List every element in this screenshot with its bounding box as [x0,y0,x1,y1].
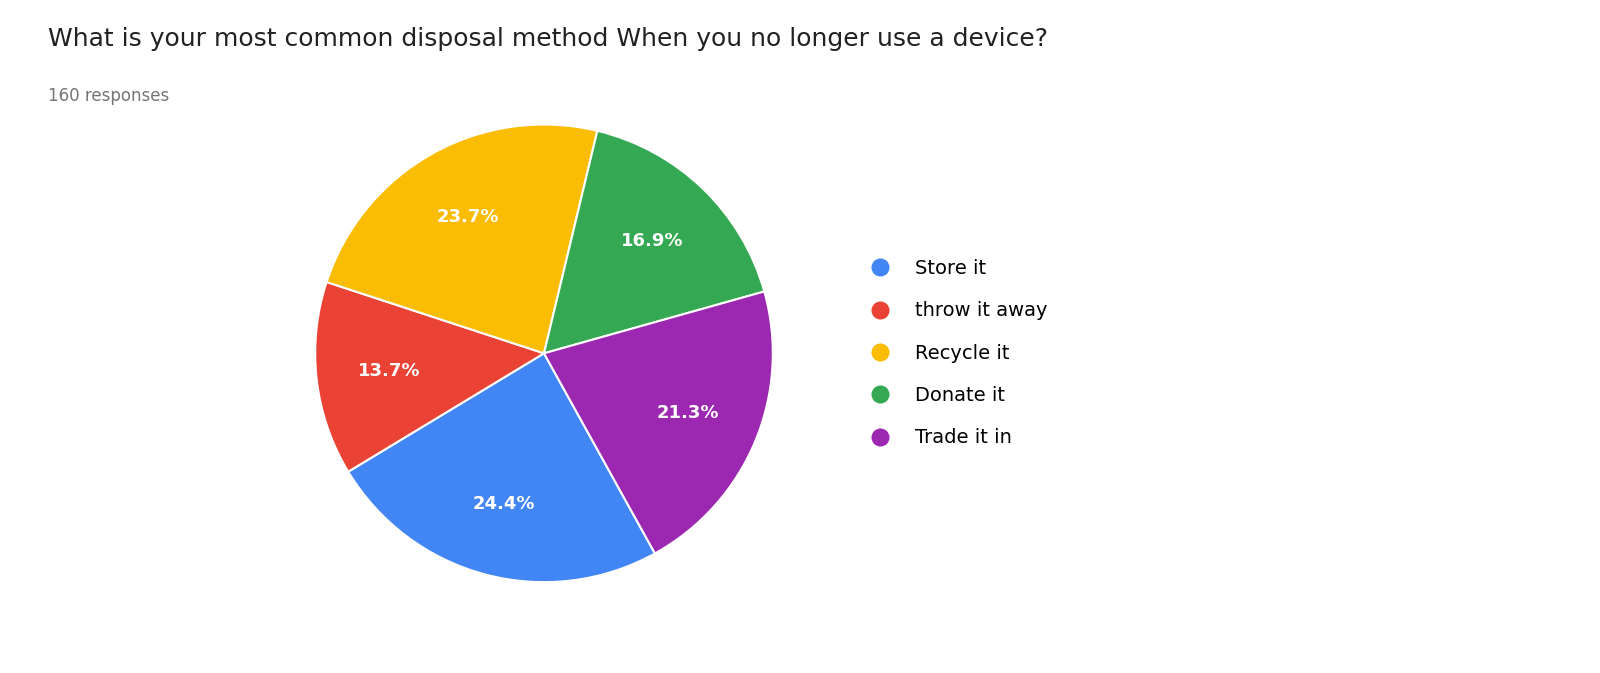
Wedge shape [544,291,773,553]
Wedge shape [349,353,654,582]
Wedge shape [544,131,765,353]
Text: 24.4%: 24.4% [472,495,534,513]
Text: 21.3%: 21.3% [656,404,718,422]
Text: 160 responses: 160 responses [48,87,170,106]
Legend: Store it, throw it away, Recycle it, Donate it, Trade it in: Store it, throw it away, Recycle it, Don… [851,250,1058,457]
Text: What is your most common disposal method When you no longer use a device?: What is your most common disposal method… [48,27,1048,51]
Wedge shape [315,282,544,472]
Text: 13.7%: 13.7% [358,362,421,380]
Wedge shape [326,125,597,353]
Text: 23.7%: 23.7% [437,209,499,227]
Text: 16.9%: 16.9% [621,232,683,250]
